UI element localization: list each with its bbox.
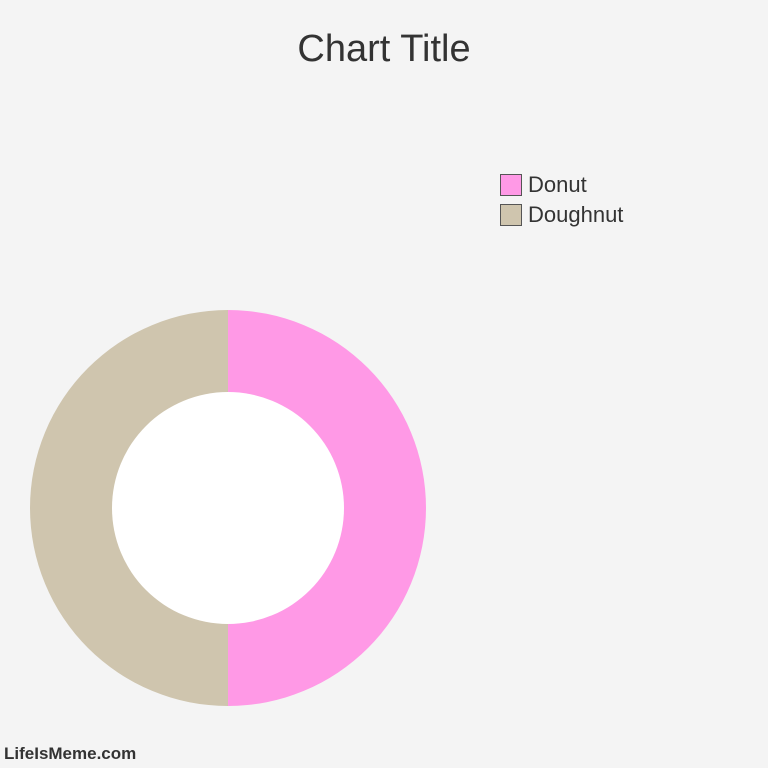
legend-label: Doughnut [528, 202, 623, 228]
legend-item: Donut [500, 172, 623, 198]
legend-item: Doughnut [500, 202, 623, 228]
chart-canvas: Chart Title Donut Doughnut LifeIsMeme.co… [0, 0, 768, 768]
legend-swatch-donut [500, 174, 522, 196]
legend-swatch-doughnut [500, 204, 522, 226]
watermark-text: LifeIsMeme.com [4, 744, 136, 764]
donut-chart [30, 310, 426, 706]
legend-label: Donut [528, 172, 587, 198]
chart-title: Chart Title [0, 28, 768, 71]
donut-hole [112, 392, 344, 624]
legend: Donut Doughnut [500, 172, 623, 232]
